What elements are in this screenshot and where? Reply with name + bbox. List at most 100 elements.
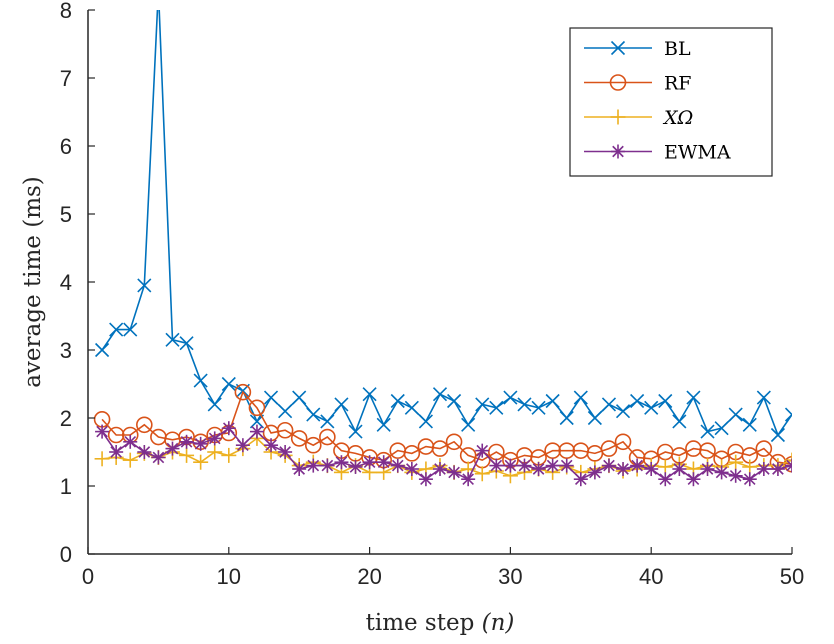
data-point-ewma	[714, 465, 729, 480]
data-point-ewma	[109, 445, 124, 459]
data-point-bl	[573, 390, 588, 405]
data-point-bl	[644, 400, 659, 415]
data-point-bl	[95, 342, 110, 358]
data-point-ewma	[207, 431, 222, 446]
data-point-rf	[107, 426, 125, 444]
series-ewma	[95, 421, 792, 487]
data-point-bl	[390, 393, 405, 409]
data-point-ewma	[433, 462, 447, 476]
data-point-bl	[601, 397, 617, 412]
data-point-bl	[348, 424, 363, 439]
data-point-rf	[403, 445, 421, 462]
x-axis-label-variable: (n)	[482, 610, 515, 636]
data-point-bl	[517, 397, 532, 412]
x-tick-label: 30	[498, 564, 522, 589]
data-point-bl	[292, 390, 307, 405]
data-point-ewma	[390, 458, 405, 473]
data-point-bl	[531, 400, 546, 415]
data-point-bl	[672, 414, 687, 429]
data-point-rf	[445, 433, 463, 451]
data-point-xomega	[179, 447, 195, 463]
data-point-xomega	[474, 466, 490, 482]
data-point-bl	[376, 417, 391, 432]
data-point-bl	[109, 322, 124, 337]
data-point-ewma	[475, 443, 490, 458]
data-point-rf	[544, 442, 561, 459]
data-point-xomega	[221, 447, 237, 463]
data-point-ewma	[320, 458, 335, 473]
data-point-ewma	[630, 458, 645, 473]
data-point-bl	[137, 278, 152, 293]
data-point-rf	[431, 440, 449, 457]
data-point-ewma	[503, 458, 518, 473]
data-point-bl	[418, 414, 433, 429]
data-point-ewma	[404, 462, 419, 476]
y-tick-label: 2	[60, 406, 72, 431]
x-axis-label-main: time step	[366, 610, 482, 636]
data-point-bl	[263, 390, 279, 405]
data-point-bl	[770, 427, 785, 443]
data-point-rf	[290, 430, 308, 447]
x-axis-label: time step (n)	[366, 610, 515, 636]
data-point-xomega	[657, 459, 673, 475]
data-point-bl	[320, 414, 335, 429]
data-point-bl	[432, 387, 448, 402]
data-point-xomega	[193, 454, 209, 470]
data-point-rf	[304, 436, 322, 454]
data-point-ewma	[489, 458, 504, 473]
data-point-ewma	[418, 472, 433, 487]
data-point-ewma	[348, 459, 363, 474]
x-tick-label: 0	[82, 564, 94, 589]
data-point-bl	[278, 404, 293, 419]
data-point-ewma	[179, 434, 194, 449]
legend-marker	[610, 109, 626, 125]
y-tick-label: 5	[60, 202, 72, 227]
data-point-ewma	[700, 462, 715, 476]
data-point-ewma	[137, 445, 152, 459]
data-point-ewma	[686, 472, 701, 487]
x-tick-label: 40	[639, 564, 663, 589]
data-point-ewma	[123, 434, 138, 449]
series-layer	[93, 10, 792, 487]
data-point-bl	[461, 417, 476, 432]
data-point-rf	[319, 428, 336, 446]
y-axis-label: average time (ms)	[20, 176, 46, 388]
data-point-bl	[714, 421, 729, 436]
data-point-ewma	[601, 458, 616, 473]
data-point-rf	[136, 416, 153, 434]
data-point-ewma	[573, 472, 588, 487]
data-point-bl	[503, 390, 518, 405]
legend-item-rf: RF	[584, 73, 692, 95]
data-point-ewma	[461, 472, 476, 487]
data-point-bl	[756, 390, 771, 405]
data-point-ewma	[559, 458, 574, 473]
data-point-xomega	[207, 444, 223, 460]
data-point-xomega	[742, 459, 758, 475]
data-point-bl	[658, 393, 673, 409]
data-point-rf	[755, 440, 773, 457]
data-point-ewma	[165, 441, 180, 456]
legend-marker	[611, 144, 625, 159]
x-tick-label: 20	[357, 564, 381, 589]
data-point-bl	[728, 407, 743, 422]
data-point-ewma	[151, 450, 166, 465]
data-point-xomega	[122, 452, 138, 468]
data-point-bl	[489, 400, 504, 415]
data-point-rf	[558, 442, 576, 459]
legend-marker	[610, 40, 626, 56]
data-point-bl	[742, 417, 757, 432]
data-point-ewma	[292, 462, 307, 476]
data-point-bl	[587, 410, 602, 426]
data-point-bl	[545, 393, 560, 409]
data-point-ewma	[95, 424, 110, 439]
series-rf	[93, 383, 792, 473]
data-point-rf	[234, 383, 252, 401]
data-point-rf	[276, 421, 294, 439]
data-point-bl	[784, 407, 792, 422]
legend: BL RF XΩ EWMA	[569, 27, 773, 177]
data-point-ewma	[249, 424, 264, 439]
data-point-bl	[123, 322, 138, 337]
data-point-ewma	[517, 458, 532, 473]
